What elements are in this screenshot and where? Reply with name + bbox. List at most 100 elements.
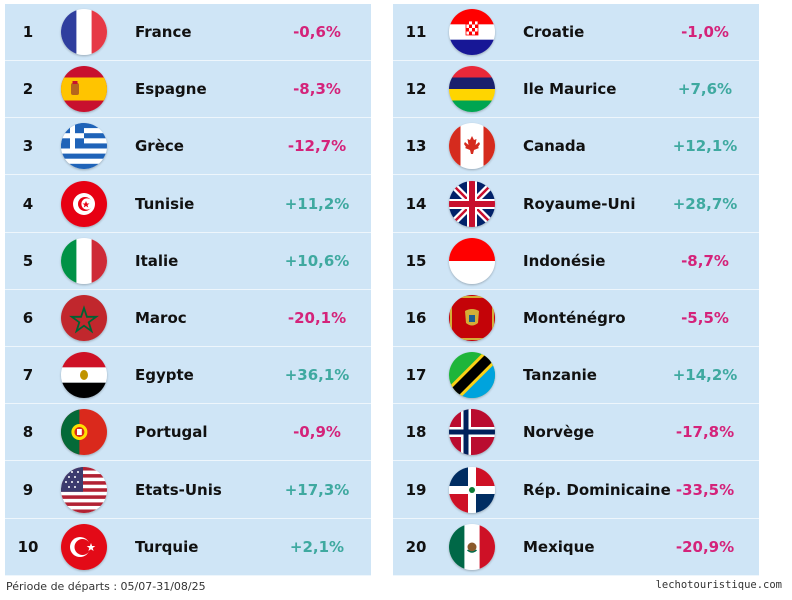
- usa-flag-icon: [61, 466, 107, 513]
- country-name: Tunisie: [135, 194, 195, 213]
- ranking-row: 13 Canada +12,1%: [393, 118, 759, 176]
- mexico-flag-icon: [449, 523, 495, 570]
- country-name: Turquie: [135, 537, 199, 556]
- ranking-row: 17 Tanzanie +14,2%: [393, 347, 759, 405]
- change-percentage: +12,1%: [672, 137, 738, 156]
- change-percentage: +2,1%: [289, 537, 345, 556]
- change-percentage: -0,6%: [293, 23, 341, 41]
- ranking-row: 4 Tunisie +11,2%: [5, 176, 371, 233]
- ranking-row: 6 Maroc -20,1%: [5, 290, 371, 347]
- ranking-row: 1 France -0,6%: [5, 4, 371, 61]
- rank-number: 19: [405, 480, 427, 499]
- country-name: Norvège: [523, 423, 595, 442]
- change-percentage: -17,8%: [675, 423, 735, 442]
- country-name: Croatie: [523, 23, 585, 41]
- rank-number: 17: [405, 366, 427, 385]
- ranking-row: 12 Ile Maurice +7,6%: [393, 61, 759, 119]
- rank-number: 11: [405, 23, 427, 41]
- rank-number: 8: [22, 423, 34, 442]
- country-name: Mexique: [523, 537, 595, 556]
- country-name: Canada: [523, 137, 586, 156]
- canada-flag-icon: [449, 123, 495, 170]
- uk-flag-icon: [449, 180, 495, 227]
- mauritius-flag-icon: [449, 66, 495, 113]
- country-name: Egypte: [135, 366, 194, 385]
- country-name: Maroc: [135, 309, 187, 327]
- change-percentage: -20,1%: [287, 309, 347, 327]
- rank-number: 5: [22, 251, 34, 270]
- rank-number: 16: [405, 309, 427, 327]
- source-credit: lechotouristique.com: [655, 579, 782, 591]
- change-percentage: +36,1%: [284, 366, 350, 385]
- norway-flag-icon: [449, 409, 495, 456]
- rank-number: 9: [22, 480, 34, 499]
- ranking-row: 15 Indonésie -8,7%: [393, 233, 759, 290]
- country-name: Ile Maurice: [523, 80, 617, 99]
- croatia-flag-icon: [449, 9, 495, 55]
- change-percentage: -33,5%: [675, 480, 735, 499]
- country-name: Rép. Dominicaine: [523, 480, 671, 499]
- change-percentage: -0,9%: [293, 423, 341, 442]
- ranking-row: 3 Grèce -12,7%: [5, 118, 371, 176]
- rank-number: 6: [22, 309, 34, 327]
- turkey-flag-icon: [61, 523, 107, 570]
- morocco-flag-icon: [61, 295, 107, 341]
- ranking-panel-right: 11 Croatie -1,0% 12 Ile Maurice +7,6% 13 Canada…: [393, 4, 759, 576]
- ranking-row: 11 Croatie -1,0%: [393, 4, 759, 61]
- ranking-row: 20 Mexique -20,9%: [393, 519, 759, 576]
- change-percentage: +17,3%: [284, 480, 350, 499]
- rank-number: 7: [22, 366, 34, 385]
- change-percentage: +14,2%: [672, 366, 738, 385]
- country-name: Royaume-Uni: [523, 194, 636, 213]
- rank-number: 12: [405, 80, 427, 99]
- period-note: Période de départs : 05/07-31/08/25: [6, 580, 206, 593]
- indonesia-flag-icon: [449, 237, 495, 284]
- greece-flag-icon: [61, 123, 107, 170]
- ranking-row: 18 Norvège -17,8%: [393, 404, 759, 462]
- france-flag-icon: [61, 9, 107, 55]
- change-percentage: +10,6%: [284, 251, 350, 270]
- rank-number: 4: [22, 194, 34, 213]
- rank-number: 14: [405, 194, 427, 213]
- egypt-flag-icon: [61, 352, 107, 399]
- portugal-flag-icon: [61, 409, 107, 456]
- ranking-row: 14 Royaume-Uni +28,7%: [393, 176, 759, 233]
- rank-number: 13: [405, 137, 427, 156]
- change-percentage: -8,7%: [681, 251, 729, 270]
- change-percentage: -5,5%: [681, 309, 729, 327]
- montenegro-flag-icon: [449, 295, 495, 341]
- ranking-row: 8 Portugal -0,9%: [5, 404, 371, 462]
- ranking-row: 5 Italie +10,6%: [5, 233, 371, 290]
- country-name: Portugal: [135, 423, 208, 442]
- ranking-row: 9 Etats-Unis +17,3%: [5, 462, 371, 519]
- rank-number: 20: [405, 537, 427, 556]
- ranking-row: 7 Egypte +36,1%: [5, 347, 371, 405]
- country-name: Etats-Unis: [135, 480, 222, 499]
- tanzania-flag-icon: [449, 352, 495, 399]
- italy-flag-icon: [61, 237, 107, 284]
- rank-number: 10: [17, 537, 39, 556]
- dominican-republic-flag-icon: [449, 466, 495, 513]
- rank-number: 15: [405, 251, 427, 270]
- change-percentage: +7,6%: [677, 80, 733, 99]
- country-name: Indonésie: [523, 251, 606, 270]
- country-name: France: [135, 23, 192, 41]
- spain-flag-icon: [61, 66, 107, 113]
- country-name: Monténégro: [523, 309, 626, 327]
- change-percentage: -12,7%: [287, 137, 347, 156]
- change-percentage: +11,2%: [284, 194, 350, 213]
- rank-number: 1: [22, 23, 34, 41]
- country-name: Italie: [135, 251, 179, 270]
- change-percentage: -20,9%: [675, 537, 735, 556]
- change-percentage: -8,3%: [293, 80, 341, 99]
- change-percentage: +28,7%: [672, 194, 738, 213]
- rank-number: 3: [22, 137, 34, 156]
- tunisia-flag-icon: [61, 180, 107, 227]
- country-name: Grèce: [135, 137, 184, 156]
- ranking-row: 2 Espagne -8,3%: [5, 61, 371, 119]
- country-name: Tanzanie: [523, 366, 597, 385]
- rank-number: 2: [22, 80, 34, 99]
- country-name: Espagne: [135, 80, 207, 99]
- change-percentage: -1,0%: [681, 23, 729, 41]
- ranking-row: 19 Rép. Dominicaine -33,5%: [393, 462, 759, 519]
